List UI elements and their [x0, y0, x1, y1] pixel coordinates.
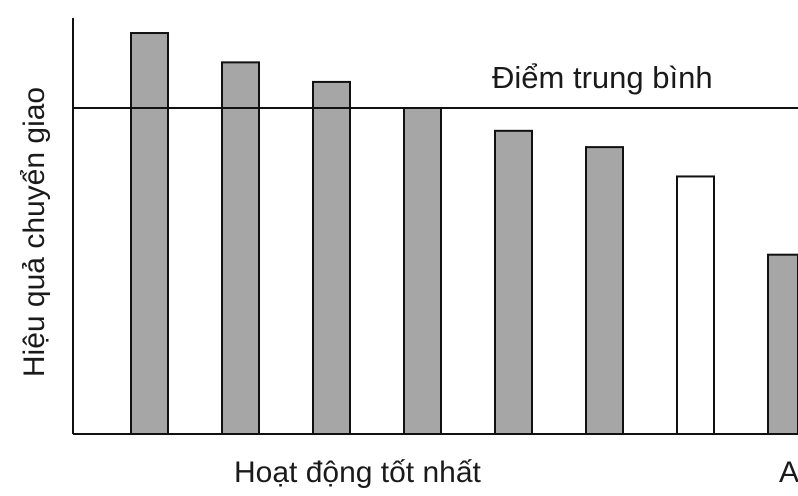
- bar-1: [130, 32, 169, 436]
- bar-6: [585, 146, 624, 435]
- y-axis-label: Hiệu quả chuyển giao: [18, 87, 51, 377]
- bars-group: [130, 32, 798, 436]
- average-line-label: Điểm trung bình: [492, 60, 713, 95]
- bar-7: [676, 175, 715, 436]
- bar-5: [494, 129, 533, 435]
- x-axis-label-right: A: [779, 456, 798, 489]
- bar-2: [221, 61, 260, 436]
- bar-3: [312, 80, 351, 435]
- bar-4: [403, 107, 442, 435]
- bar-8: [767, 253, 798, 435]
- x-axis-label-left: Hoạt động tốt nhất: [234, 456, 482, 489]
